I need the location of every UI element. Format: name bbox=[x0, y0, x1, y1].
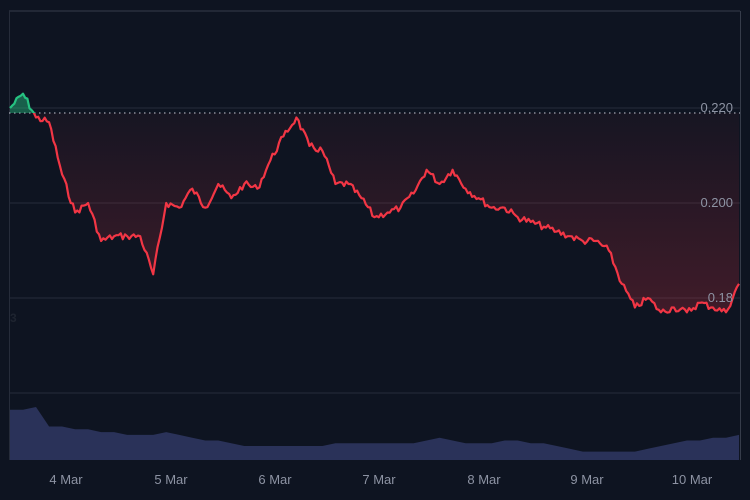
x-tick-label: 6 Mar bbox=[258, 472, 292, 487]
y-tick-label: 0.18 bbox=[708, 290, 733, 305]
x-tick-label: 5 Mar bbox=[154, 472, 188, 487]
side-marker-label: 3 bbox=[10, 311, 17, 325]
x-tick-label: 9 Mar bbox=[570, 472, 604, 487]
price-area-below-baseline bbox=[10, 113, 739, 313]
x-tick-label: 4 Mar bbox=[49, 472, 83, 487]
chart-frame bbox=[9, 10, 741, 460]
price-line-below-baseline bbox=[32, 113, 740, 314]
y-tick-label: 0.220 bbox=[700, 100, 733, 115]
x-axis: 4 Mar 5 Mar 6 Mar 7 Mar 8 Mar 9 Mar 10 M… bbox=[49, 472, 713, 487]
y-axis: 0.220 0.200 0.18 3 bbox=[10, 100, 733, 325]
volume-area bbox=[10, 407, 739, 460]
y-tick-label: 0.200 bbox=[700, 195, 733, 210]
x-tick-label: 7 Mar bbox=[362, 472, 396, 487]
x-tick-label: 8 Mar bbox=[467, 472, 501, 487]
x-tick-label: 10 Mar bbox=[672, 472, 713, 487]
